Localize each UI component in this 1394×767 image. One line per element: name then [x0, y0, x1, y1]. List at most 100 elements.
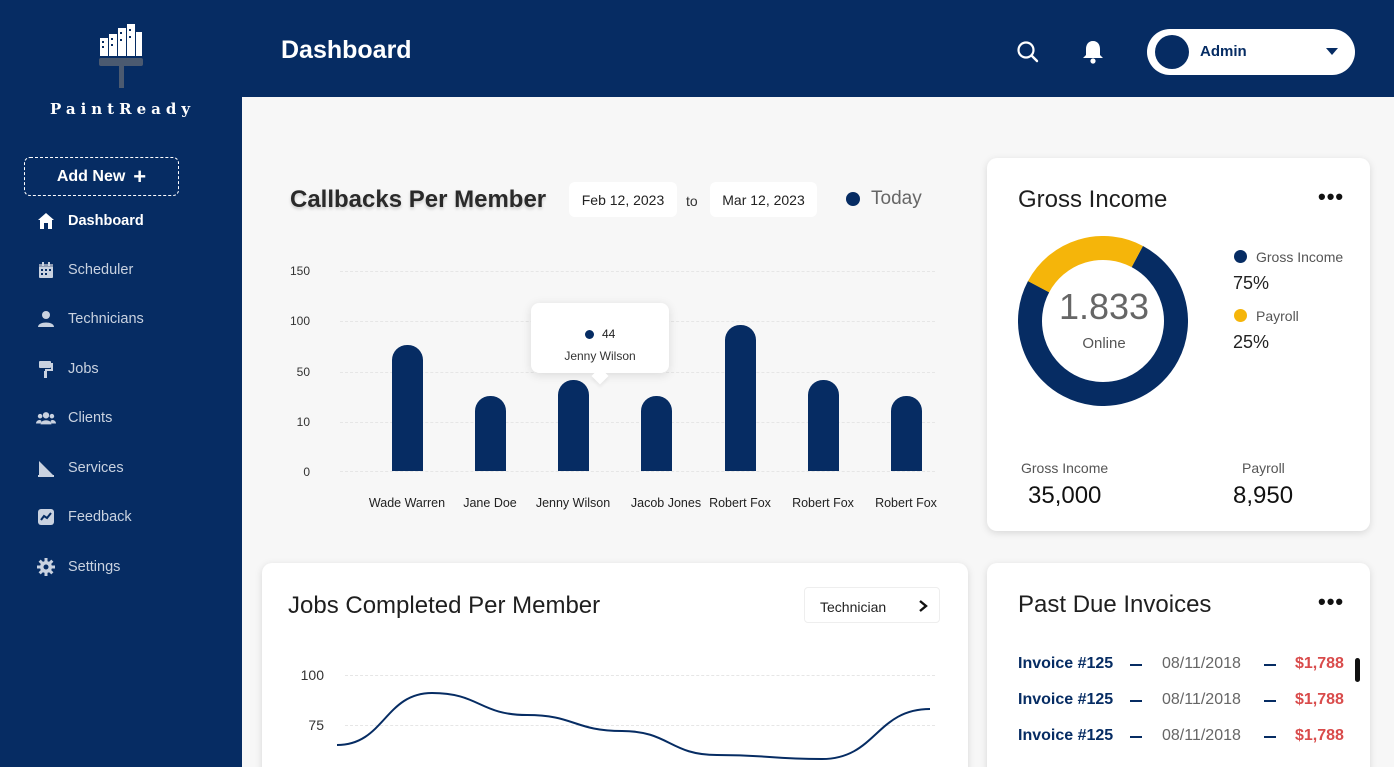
invoices-title: Past Due Invoices — [1018, 591, 1212, 618]
invoice-date: 08/11/2018 — [1162, 727, 1241, 744]
home-icon — [38, 213, 54, 229]
legend-dot-payroll — [1234, 309, 1247, 322]
user-menu-dropdown[interactable]: Admin — [1147, 29, 1355, 75]
sidebar-item-label: Jobs — [68, 361, 99, 377]
legend-dot-today — [846, 192, 860, 206]
y-tick: 100 — [289, 314, 310, 328]
avatar — [1155, 35, 1189, 69]
bar-wade-warren[interactable] — [392, 345, 423, 471]
invoice-row[interactable]: Invoice #125 08/11/2018 $1,788 — [1018, 727, 1363, 747]
y-tick: 10 — [296, 415, 310, 429]
dash-separator — [1130, 664, 1142, 666]
tooltip-dot — [585, 330, 594, 339]
gear-icon — [37, 558, 55, 576]
legend-percent: 25% — [1233, 332, 1270, 352]
bar-jacob-jones[interactable] — [641, 395, 672, 471]
plus-icon: + — [133, 163, 147, 189]
bar-jane-doe[interactable] — [475, 395, 506, 471]
invoice-name: Invoice #125 — [1018, 727, 1114, 744]
sidebar-item-label: Feedback — [68, 509, 132, 525]
date-range-separator: to — [686, 193, 698, 209]
x-label: Robert Fox — [875, 496, 937, 510]
callbacks-chart-title: Callbacks Per Member — [290, 186, 547, 213]
y-tick: 150 — [289, 264, 310, 278]
invoice-row[interactable]: Invoice #125 08/11/2018 $1,788 — [1018, 691, 1363, 711]
legend-dot-gross-income — [1234, 250, 1247, 263]
more-options-icon[interactable]: ••• — [1318, 184, 1345, 209]
gross-income-title: Gross Income — [1018, 186, 1168, 213]
grid-line — [340, 471, 935, 472]
brand-name: PaintReady — [49, 100, 196, 118]
bar-robert-fox[interactable] — [725, 325, 756, 471]
bar-robert-fox[interactable] — [808, 379, 839, 471]
technician-filter-button[interactable]: Technician — [804, 587, 940, 623]
stat-value: 8,950 — [1233, 482, 1294, 509]
sidebar-item-services[interactable]: Services — [36, 451, 226, 485]
invoice-row[interactable]: Invoice #125 08/11/2018 $1,788 — [1018, 655, 1363, 675]
sidebar-item-settings[interactable]: Settings — [36, 550, 226, 584]
page-title: Dashboard — [281, 36, 412, 64]
user-name: Admin — [1200, 43, 1247, 60]
more-options-icon[interactable]: ••• — [1318, 589, 1345, 614]
dash-separator — [1264, 736, 1276, 738]
bar-jenny-wilson[interactable] — [558, 379, 589, 471]
invoice-amount: $1,788 — [1295, 655, 1344, 672]
sidebar-item-feedback[interactable]: Feedback — [36, 500, 226, 534]
y-tick: 100 — [300, 667, 324, 683]
x-label: Jane Doe — [463, 496, 517, 510]
chart-line-icon — [38, 509, 54, 525]
stat-label: Gross Income — [1021, 460, 1109, 476]
add-new-label: Add New — [56, 167, 126, 185]
tooltip-value: 44 — [602, 327, 616, 341]
sidebar-item-label: Clients — [68, 410, 113, 426]
search-button[interactable] — [1016, 40, 1040, 69]
tooltip-arrow — [591, 367, 609, 385]
y-tick: 0 — [303, 465, 310, 479]
invoice-amount: $1,788 — [1295, 727, 1344, 744]
sidebar-item-jobs[interactable]: Jobs — [36, 352, 226, 386]
legend-name: Gross Income — [1256, 249, 1344, 265]
add-new-button[interactable]: Add New + — [24, 157, 179, 196]
user-icon — [38, 311, 54, 327]
chevron-down-icon — [1326, 48, 1338, 55]
bar-robert-fox[interactable] — [891, 395, 922, 471]
notifications-button[interactable] — [1081, 39, 1105, 70]
y-tick: 75 — [308, 717, 324, 733]
dash-separator — [1264, 700, 1276, 702]
sidebar-item-dashboard[interactable]: Dashboard — [36, 204, 226, 238]
invoices-scrollbar[interactable] — [1355, 658, 1360, 682]
sidebar-item-label: Services — [68, 460, 124, 476]
donut-center-value: 1.833 — [1058, 286, 1150, 327]
date-from-picker[interactable]: Feb 12, 2023 — [569, 182, 677, 217]
sidebar-item-label: Dashboard — [68, 213, 144, 229]
sidebar-item-clients[interactable]: Clients — [36, 401, 226, 435]
app-logo[interactable]: PaintReady — [40, 22, 205, 122]
sidebar-item-technicians[interactable]: Technicians — [36, 302, 226, 336]
jobs-line-chart — [336, 691, 931, 761]
sidebar-item-scheduler[interactable]: Scheduler — [36, 253, 226, 287]
users-icon — [36, 412, 56, 425]
sidebar-item-label: Technicians — [68, 311, 144, 327]
dash-separator — [1264, 664, 1276, 666]
x-label: Robert Fox — [792, 496, 854, 510]
paint-roller-icon — [39, 361, 53, 378]
donut-center-label: Online — [1082, 335, 1126, 352]
chart-tooltip: 44 Jenny Wilson — [531, 303, 669, 385]
dash-separator — [1130, 700, 1142, 702]
sidebar: PaintReady Add New + Dashboard Scheduler… — [0, 0, 242, 767]
x-label: Wade Warren — [368, 496, 446, 510]
grid-line — [340, 422, 935, 423]
date-to-picker[interactable]: Mar 12, 2023 — [710, 182, 817, 217]
x-label: Jenny Wilson — [535, 496, 611, 510]
top-header: Dashboard Admin — [242, 0, 1394, 97]
legend-percent: 75% — [1233, 273, 1270, 293]
legend-label-today: Today — [871, 188, 922, 209]
x-label: Jacob Jones — [630, 496, 702, 510]
bell-icon — [1083, 41, 1103, 64]
invoice-date: 08/11/2018 — [1162, 655, 1241, 672]
logo-building-icon — [99, 24, 143, 88]
jobs-completed-title: Jobs Completed Per Member — [288, 592, 601, 619]
services-icon — [38, 461, 54, 477]
stat-label: Payroll — [1242, 460, 1285, 476]
stat-value: 35,000 — [1028, 482, 1102, 509]
